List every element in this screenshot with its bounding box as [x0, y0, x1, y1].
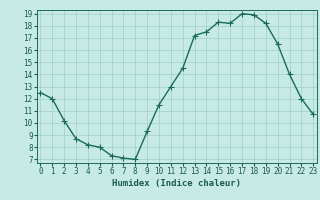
- X-axis label: Humidex (Indice chaleur): Humidex (Indice chaleur): [112, 179, 241, 188]
